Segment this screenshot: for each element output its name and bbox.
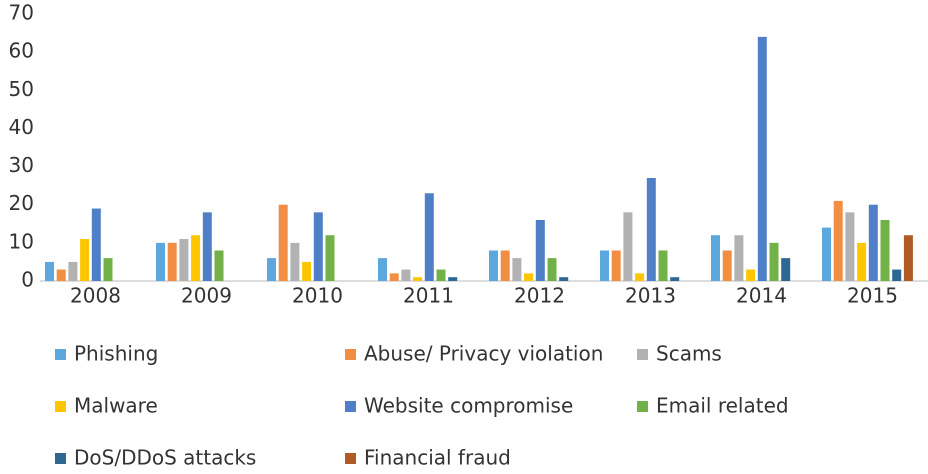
bar — [868, 204, 878, 281]
bar — [746, 269, 756, 281]
legend-swatch — [637, 349, 648, 360]
legend-swatch — [55, 401, 66, 412]
bar — [325, 235, 335, 281]
bar — [611, 250, 621, 281]
legend-label: Malware — [74, 394, 158, 418]
legend-swatch — [637, 401, 648, 412]
legend-label: Financial fraud — [364, 446, 511, 470]
bar — [278, 204, 288, 281]
bar — [267, 258, 276, 281]
bar — [781, 258, 791, 281]
bar — [448, 277, 458, 281]
x-tick-label: 2014 — [736, 284, 787, 308]
y-tick-label: 70 — [9, 1, 34, 25]
y-tick-label: 0 — [21, 268, 34, 292]
legend-label: Scams — [656, 342, 722, 366]
legend-label: Email related — [656, 394, 789, 418]
bar — [711, 235, 720, 281]
legend-swatch — [345, 349, 356, 360]
bar — [191, 235, 201, 281]
bar — [45, 261, 54, 281]
bar — [880, 219, 890, 281]
bar — [547, 258, 557, 281]
bar — [214, 250, 224, 281]
bar — [892, 269, 902, 281]
legend-label: Website compromise — [364, 394, 573, 418]
bar — [378, 258, 387, 281]
bar — [401, 269, 411, 281]
bar — [156, 242, 165, 281]
legend-swatch — [345, 401, 356, 412]
bar — [179, 239, 189, 281]
bar — [559, 277, 569, 281]
bar — [512, 258, 522, 281]
bar — [80, 239, 90, 281]
y-tick-label: 40 — [9, 115, 34, 139]
legend-swatch — [345, 453, 356, 464]
x-tick-label: 2008 — [70, 284, 121, 308]
y-tick-label: 20 — [9, 191, 34, 215]
y-tick-label: 50 — [9, 77, 34, 101]
bar — [290, 242, 300, 281]
x-tick-label: 2009 — [181, 284, 232, 308]
bar — [389, 273, 399, 281]
legend-label: Abuse/ Privacy violation — [364, 342, 603, 366]
bar — [103, 258, 113, 281]
y-tick-label: 30 — [9, 153, 34, 177]
bar — [658, 250, 668, 281]
bar — [302, 261, 312, 281]
bar — [670, 277, 680, 281]
x-tick-label: 2010 — [292, 284, 343, 308]
x-tick-label: 2015 — [847, 284, 898, 308]
bar — [635, 273, 645, 281]
bar — [757, 36, 767, 282]
bar — [489, 250, 498, 281]
bar — [91, 208, 101, 281]
bar — [535, 219, 545, 281]
legend-label: DoS/DDoS attacks — [74, 446, 256, 470]
legend-swatch — [55, 453, 66, 464]
x-tick-label: 2012 — [514, 284, 565, 308]
bar — [436, 269, 446, 281]
bar — [769, 242, 779, 281]
bar — [646, 178, 656, 281]
x-tick-label: 2011 — [403, 284, 454, 308]
bar — [413, 277, 423, 281]
bar — [202, 212, 212, 281]
bar — [833, 200, 843, 281]
legend-swatch — [55, 349, 66, 360]
legend-label: Phishing — [74, 342, 158, 366]
bar — [424, 193, 434, 281]
bar — [734, 235, 744, 281]
bar — [903, 235, 913, 281]
bar — [68, 261, 78, 281]
bar — [524, 273, 534, 281]
y-tick-label: 60 — [9, 39, 34, 63]
bar — [56, 269, 66, 281]
bar — [600, 250, 609, 281]
x-tick-label: 2013 — [625, 284, 676, 308]
bar — [845, 212, 855, 281]
bar — [500, 250, 510, 281]
bar — [623, 212, 633, 281]
bar — [313, 212, 323, 281]
bar — [722, 250, 732, 281]
bar — [167, 242, 177, 281]
y-tick-label: 10 — [9, 229, 34, 253]
bar — [857, 242, 867, 281]
bar — [822, 227, 831, 281]
